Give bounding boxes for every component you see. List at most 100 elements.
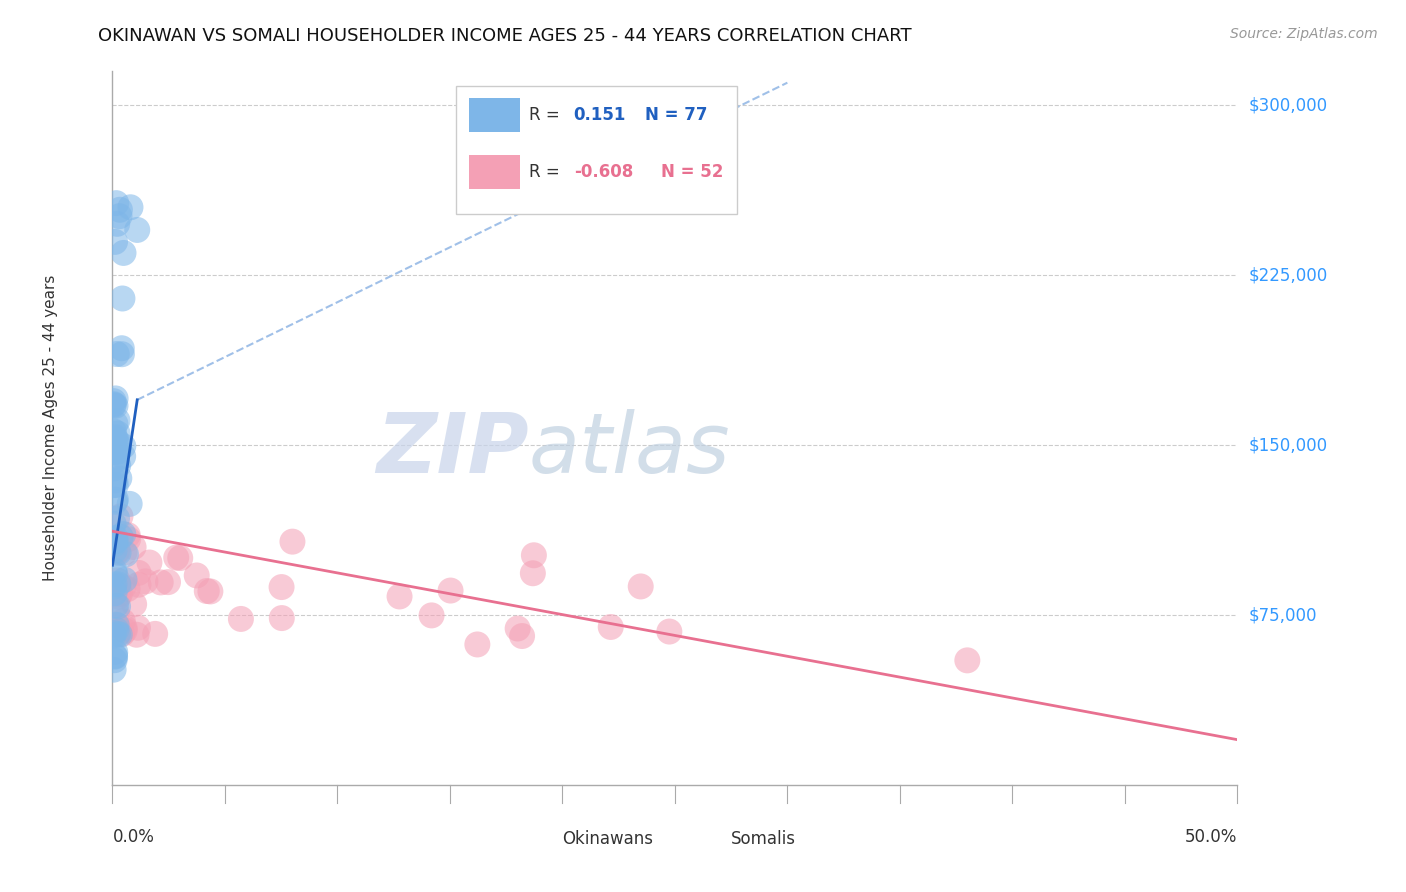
Point	[108, 578, 131, 592]
Point	[111, 341, 134, 355]
Point	[105, 544, 128, 558]
FancyBboxPatch shape	[517, 830, 557, 849]
Point	[104, 474, 127, 488]
Text: Householder Income Ages 25 - 44 years: Householder Income Ages 25 - 44 years	[44, 275, 58, 582]
Point	[107, 590, 129, 604]
Point	[108, 627, 131, 641]
FancyBboxPatch shape	[456, 86, 737, 214]
Text: ZIP: ZIP	[375, 409, 529, 490]
Point	[107, 627, 129, 641]
Point	[103, 425, 125, 439]
Point	[105, 623, 128, 637]
Point	[103, 398, 125, 412]
Point	[105, 545, 128, 559]
Point	[523, 548, 546, 562]
Point	[107, 413, 129, 427]
Point	[104, 417, 127, 431]
Point	[103, 564, 125, 578]
Point	[103, 461, 125, 475]
Text: $75,000: $75,000	[1249, 606, 1317, 624]
Text: 50.0%: 50.0%	[1185, 828, 1237, 846]
Point	[510, 629, 533, 643]
Point	[104, 649, 127, 664]
Point	[104, 577, 127, 591]
Point	[103, 538, 125, 552]
Point	[125, 628, 148, 642]
Point	[108, 209, 131, 223]
Point	[105, 445, 128, 459]
Text: -0.608: -0.608	[574, 163, 633, 181]
Point	[112, 246, 135, 260]
Point	[105, 618, 128, 632]
Point	[195, 584, 218, 599]
Point	[104, 235, 127, 249]
Point	[103, 394, 125, 409]
Point	[105, 511, 128, 525]
Point	[105, 196, 128, 211]
Point	[112, 439, 135, 453]
Point	[112, 580, 135, 594]
Text: N = 52: N = 52	[661, 163, 724, 181]
Text: Somalis: Somalis	[731, 830, 796, 848]
Point	[104, 392, 127, 406]
Point	[108, 587, 131, 601]
Point	[122, 540, 145, 554]
Point	[108, 202, 131, 217]
Point	[103, 663, 125, 677]
Point	[111, 627, 134, 641]
Point	[108, 471, 131, 485]
Point	[200, 584, 222, 599]
Point	[107, 546, 129, 560]
Point	[127, 621, 149, 635]
Point	[108, 439, 131, 453]
Text: 0.0%: 0.0%	[112, 828, 155, 846]
Point	[110, 509, 132, 524]
Point	[107, 444, 129, 458]
FancyBboxPatch shape	[470, 98, 520, 132]
Text: R =: R =	[529, 106, 560, 124]
Point	[229, 612, 252, 626]
Point	[115, 547, 138, 561]
Point	[165, 550, 187, 565]
Point	[103, 653, 125, 667]
Text: 0.151: 0.151	[574, 106, 626, 124]
Point	[104, 399, 127, 413]
Point	[128, 566, 150, 580]
Point	[103, 478, 125, 492]
Point	[103, 580, 125, 594]
Point	[112, 450, 135, 464]
Point	[114, 573, 136, 587]
Point	[630, 579, 652, 593]
Point	[104, 495, 127, 509]
Point	[186, 568, 208, 582]
Point	[114, 545, 136, 559]
Point	[104, 492, 127, 507]
Point	[156, 575, 179, 590]
Text: $300,000: $300,000	[1249, 96, 1327, 114]
Text: Source: ZipAtlas.com: Source: ZipAtlas.com	[1230, 27, 1378, 41]
Point	[117, 528, 139, 542]
Point	[107, 574, 129, 588]
Text: Okinawans: Okinawans	[562, 830, 654, 848]
Point	[104, 533, 127, 548]
Point	[105, 217, 128, 231]
Point	[111, 347, 134, 361]
Point	[599, 620, 621, 634]
Text: atlas: atlas	[529, 409, 730, 490]
Point	[104, 598, 127, 612]
Point	[103, 516, 125, 531]
Text: $150,000: $150,000	[1249, 436, 1327, 454]
Point	[112, 527, 135, 541]
Point	[104, 567, 127, 582]
Point	[103, 533, 125, 548]
FancyBboxPatch shape	[470, 155, 520, 189]
Point	[114, 624, 136, 638]
Text: R =: R =	[529, 163, 560, 181]
Point	[117, 582, 139, 596]
Point	[522, 566, 544, 581]
Point	[270, 611, 292, 625]
Point	[103, 438, 125, 452]
Text: N = 77: N = 77	[644, 106, 707, 124]
Point	[103, 543, 125, 558]
Point	[122, 597, 145, 611]
